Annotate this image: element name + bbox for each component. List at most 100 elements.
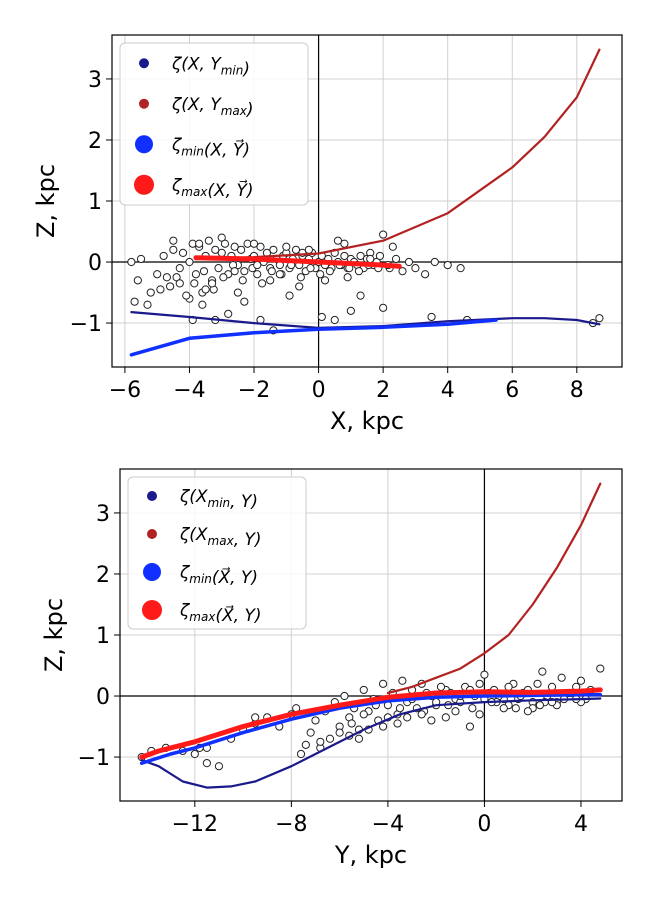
star-point	[285, 291, 294, 300]
star-point	[275, 270, 284, 279]
star-point	[359, 685, 368, 695]
series-line-4	[139, 687, 603, 760]
star-point	[267, 267, 276, 276]
star-point	[253, 260, 262, 270]
y-tick-label: −1	[78, 746, 110, 771]
star-point	[379, 230, 388, 239]
star-point	[190, 749, 199, 759]
x-tick-label: 4	[441, 378, 455, 403]
star-point	[162, 273, 171, 282]
star-point	[133, 276, 142, 285]
star-point	[153, 270, 162, 279]
x-tick-label: −8	[275, 812, 307, 837]
star-point	[535, 701, 545, 710]
star-point	[207, 279, 217, 288]
y-tick-label: 3	[96, 502, 110, 527]
legend-marker-3	[143, 563, 161, 581]
star-point	[346, 306, 355, 315]
star-point	[595, 314, 604, 323]
x-tick-label: −2	[238, 378, 270, 403]
star-point	[354, 267, 364, 276]
series-line-3	[129, 318, 498, 357]
star-point	[191, 270, 201, 279]
star-point	[156, 285, 165, 294]
star-point	[340, 691, 349, 701]
star-point	[504, 682, 513, 691]
star-point	[311, 716, 320, 725]
legend-label-3: ζmin(X⃗, Y)	[179, 563, 258, 588]
star-point	[340, 251, 349, 261]
star-point	[269, 245, 278, 254]
star-point	[347, 719, 356, 728]
star-point	[306, 728, 315, 737]
legend-label-3: ζmin(X, Y⃗)	[171, 135, 250, 160]
star-point	[224, 309, 233, 319]
x-tick-label: −4	[372, 812, 404, 837]
star-point	[316, 270, 325, 279]
star-point	[233, 288, 242, 297]
star-point	[596, 664, 605, 673]
star-point	[533, 679, 542, 688]
star-point	[375, 251, 385, 261]
star-point	[330, 315, 339, 325]
star-point	[475, 679, 484, 688]
series-line-4	[193, 255, 402, 269]
star-point	[201, 285, 210, 294]
star-point	[240, 297, 249, 306]
star-point	[214, 762, 224, 771]
star-point	[388, 242, 397, 251]
series-line-1	[140, 697, 602, 789]
star-point	[378, 722, 388, 731]
star-point	[404, 257, 414, 267]
series-line-2	[194, 48, 601, 261]
star-point	[256, 242, 265, 251]
y-tick-label: 2	[96, 563, 110, 588]
star-point	[343, 273, 352, 282]
star-point	[199, 267, 209, 276]
series-line-1	[130, 311, 601, 329]
star-point	[175, 264, 184, 273]
x-axis-label: Y, kpc	[334, 841, 407, 869]
star-point	[266, 276, 275, 285]
star-point	[237, 245, 246, 254]
x-tick-label: 2	[376, 378, 390, 403]
star-point	[306, 264, 315, 273]
star-point	[175, 279, 184, 288]
star-point	[127, 257, 136, 267]
x-tick-label: 0	[312, 378, 326, 403]
star-point	[178, 248, 188, 257]
x-tick-label: 6	[505, 378, 519, 403]
star-point	[443, 260, 452, 270]
plot-area	[127, 48, 604, 357]
star-point	[240, 267, 249, 276]
star-point	[499, 704, 508, 713]
star-point	[211, 245, 220, 254]
legend-marker-1	[139, 58, 149, 69]
y-tick-label: 0	[88, 251, 102, 276]
star-point	[146, 288, 155, 297]
star-point	[538, 667, 547, 676]
star-point	[185, 257, 194, 267]
star-point	[427, 716, 436, 725]
star-point	[356, 251, 365, 261]
y-tick-label: 1	[88, 190, 102, 215]
star-point	[421, 270, 430, 279]
star-point	[217, 248, 226, 257]
legend-marker-1	[147, 491, 157, 501]
x-tick-label: 8	[570, 378, 584, 403]
star-point	[325, 267, 334, 276]
legend-marker-4	[134, 174, 154, 195]
star-point	[195, 239, 204, 248]
star-point	[391, 254, 401, 264]
legend-label-2: ζ(X, Ymax)	[171, 95, 254, 120]
star-point	[295, 282, 304, 291]
star-point	[436, 682, 446, 691]
star-point	[411, 264, 420, 273]
y-tick-label: 1	[96, 624, 110, 649]
y-tick-label: 3	[88, 68, 102, 93]
legend-label-4: ζmax(X, Y⃗)	[171, 176, 254, 201]
x-tick-label: 4	[574, 812, 588, 837]
star-point	[523, 707, 532, 716]
